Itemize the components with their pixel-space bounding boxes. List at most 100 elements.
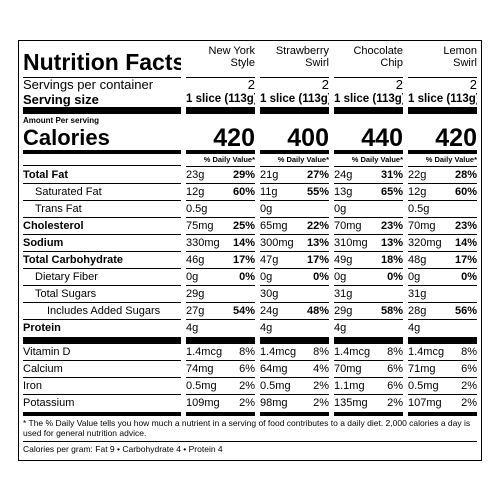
calories-label: Calories bbox=[23, 126, 110, 150]
daily-value: 31% bbox=[380, 169, 403, 181]
daily-value: 58% bbox=[380, 305, 403, 317]
dv-header: % Daily Value* bbox=[334, 154, 403, 167]
amount: 70mg bbox=[408, 220, 436, 232]
serving-size-label: Serving size bbox=[23, 92, 99, 107]
nutrient-cell: 0.5g bbox=[408, 201, 477, 218]
nutrient-cell: 0g bbox=[260, 201, 329, 218]
daily-value: 8% bbox=[239, 346, 255, 358]
rule bbox=[260, 150, 329, 154]
nutrient-label: Vitamin D bbox=[23, 344, 181, 361]
product-name: Chocolate Chip bbox=[334, 43, 403, 78]
nutrient-cell: 1.4mcg 8% bbox=[260, 344, 329, 361]
spacer bbox=[408, 114, 477, 126]
nutrient-cell: 29g 58% bbox=[334, 303, 403, 320]
nutrient-cell: 71mg 6% bbox=[408, 361, 477, 378]
nutrient-label: Sodium bbox=[23, 235, 181, 252]
nutrient-label: Calcium bbox=[23, 361, 181, 378]
nutrient-cell: 1.1mg 6% bbox=[334, 378, 403, 395]
daily-value: 54% bbox=[232, 305, 255, 317]
daily-value: 60% bbox=[454, 186, 477, 198]
nutrient-cell: 1.4mcg 8% bbox=[408, 344, 477, 361]
daily-value: 29% bbox=[232, 169, 255, 181]
amount: 11g bbox=[260, 186, 278, 198]
amount: 1.4mcg bbox=[334, 346, 371, 358]
nutrient-cell: 11g 55% bbox=[260, 184, 329, 201]
serving-size-value: 1 slice (113g) bbox=[260, 93, 329, 105]
amount: 13g bbox=[334, 186, 353, 198]
amount: 49g bbox=[334, 254, 353, 266]
daily-value: 2% bbox=[239, 380, 255, 392]
daily-value: 0% bbox=[313, 271, 329, 283]
product-name: New York Style bbox=[186, 43, 255, 78]
rule bbox=[334, 150, 403, 154]
amount: 27g bbox=[186, 305, 205, 317]
nutrient-cell: 22g 28% bbox=[408, 167, 477, 184]
daily-value: 56% bbox=[454, 305, 477, 317]
rule bbox=[334, 107, 403, 114]
nutrient-cell: 98mg 2% bbox=[260, 395, 329, 412]
amount: 1.4mcg bbox=[260, 346, 297, 358]
amount: 74mg bbox=[186, 363, 214, 375]
dv-header: % Daily Value* bbox=[260, 154, 329, 167]
nutrient-cell: 0.5mg 2% bbox=[186, 378, 255, 395]
amount: 0g bbox=[260, 203, 273, 215]
daily-value: 2% bbox=[313, 397, 329, 409]
nutrient-label: Potassium bbox=[23, 397, 75, 409]
amount: 22g bbox=[408, 169, 427, 181]
servings-label: Servings per container bbox=[23, 78, 154, 92]
amount: 23g bbox=[186, 169, 205, 181]
daily-value: 2% bbox=[313, 380, 329, 392]
rule bbox=[186, 412, 255, 416]
amount: 0.5mg bbox=[186, 380, 217, 392]
daily-value: 17% bbox=[454, 254, 477, 266]
nutrient-cell: 74mg 6% bbox=[186, 361, 255, 378]
rule bbox=[260, 107, 329, 114]
amount: 0g bbox=[408, 271, 421, 283]
amount: 24g bbox=[260, 305, 279, 317]
daily-value: 25% bbox=[232, 220, 255, 232]
nutrient-cell: 23g 29% bbox=[186, 167, 255, 184]
product-name: Lemon Swirl bbox=[408, 43, 477, 78]
amount: 4g bbox=[334, 322, 347, 334]
product-name-line: Chocolate bbox=[353, 45, 403, 57]
product-name-line: Lemon bbox=[443, 45, 477, 57]
nutrient-cell: 21g 27% bbox=[260, 167, 329, 184]
daily-value: 2% bbox=[239, 397, 255, 409]
daily-value: 6% bbox=[239, 363, 255, 375]
amount: 75mg bbox=[186, 220, 214, 232]
product-name-line: Swirl bbox=[453, 57, 477, 69]
rule bbox=[408, 107, 477, 114]
product-name-line: Swirl bbox=[305, 57, 329, 69]
amount: 107mg bbox=[408, 397, 442, 409]
spacer bbox=[23, 154, 181, 166]
product-name-line: Style bbox=[230, 57, 255, 69]
nutrient-cell: 0g 0% bbox=[186, 269, 255, 286]
nutrient-cell: 0g 0% bbox=[334, 269, 403, 286]
servings-value: 2 bbox=[395, 78, 403, 92]
nutrient-cell: 28g 56% bbox=[408, 303, 477, 320]
rule bbox=[23, 337, 181, 344]
label-grid: Nutrition Facts New York Style Strawberry Sw… bbox=[23, 43, 477, 416]
rule bbox=[186, 150, 255, 154]
daily-value: 55% bbox=[306, 186, 329, 198]
amount: 29g bbox=[186, 288, 205, 300]
nutrient-label: Total Fat bbox=[23, 167, 181, 184]
rule bbox=[408, 337, 477, 344]
dv-header: % Daily Value* bbox=[408, 154, 477, 167]
daily-value: 48% bbox=[306, 305, 329, 317]
product-name-line: New York bbox=[208, 45, 255, 57]
nutrient-cell: 0.5g bbox=[186, 201, 255, 218]
serving-size-value: 1 slice (113g) bbox=[186, 93, 255, 105]
amount: 0g bbox=[334, 203, 347, 215]
daily-value: 4% bbox=[313, 363, 329, 375]
nutrient-cell: 0g bbox=[334, 201, 403, 218]
daily-value: 8% bbox=[387, 346, 403, 358]
nutrient-label: Total Carbohydrate bbox=[23, 252, 181, 269]
daily-value: 8% bbox=[461, 346, 477, 358]
calories-value: 420 bbox=[435, 126, 477, 150]
dv-header: % Daily Value* bbox=[186, 154, 255, 167]
amount: 12g bbox=[186, 186, 205, 198]
nutrient-label: Total Sugars bbox=[23, 286, 181, 303]
rule bbox=[408, 412, 477, 416]
amount: 0.5g bbox=[186, 203, 208, 215]
